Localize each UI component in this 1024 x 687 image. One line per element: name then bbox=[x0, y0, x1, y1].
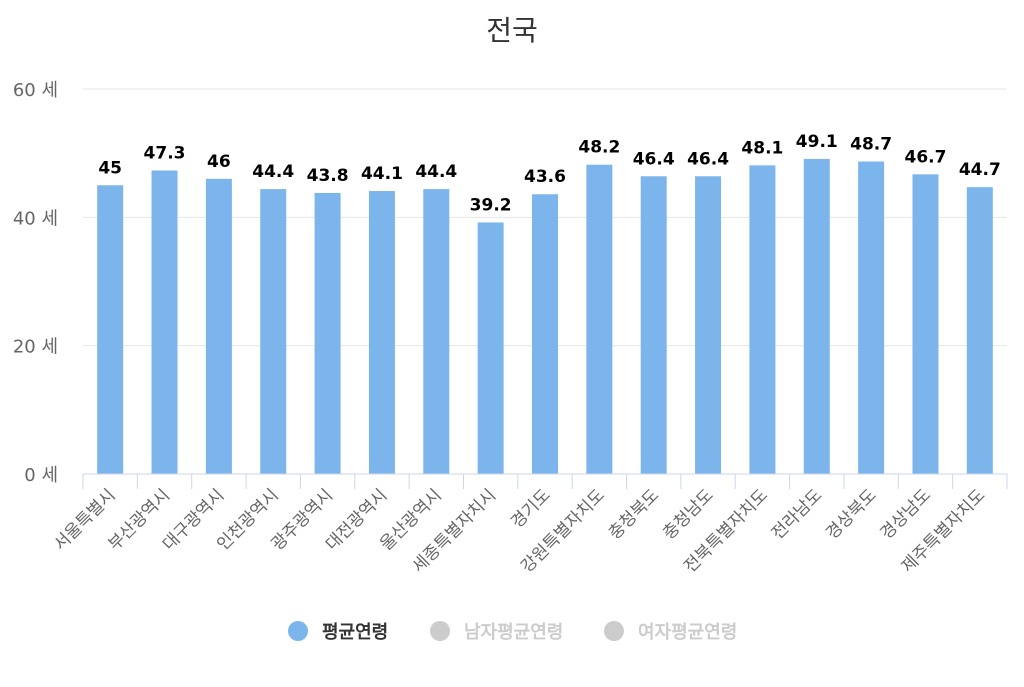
data-label: 48.2 bbox=[578, 138, 620, 158]
bar[interactable] bbox=[314, 192, 341, 474]
data-label: 44.4 bbox=[415, 162, 457, 182]
data-label: 46 bbox=[207, 152, 231, 172]
legend-marker-icon bbox=[430, 621, 450, 641]
legend-label: 여자평균연령 bbox=[638, 622, 737, 643]
x-tick-label: 충청북도 bbox=[605, 485, 663, 543]
data-label: 46.4 bbox=[687, 149, 729, 169]
y-tick-label: 0 세 bbox=[24, 465, 58, 486]
legend-marker-icon bbox=[288, 621, 308, 641]
data-label: 43.8 bbox=[307, 166, 349, 186]
bar[interactable] bbox=[477, 222, 504, 474]
data-label: 46.4 bbox=[633, 149, 675, 169]
bar[interactable] bbox=[695, 176, 722, 474]
bar[interactable] bbox=[423, 189, 450, 474]
data-label: 43.6 bbox=[524, 167, 566, 187]
y-tick-label: 20 세 bbox=[13, 337, 58, 358]
bar[interactable] bbox=[151, 170, 178, 474]
legend-item[interactable]: 평균연령 bbox=[288, 621, 388, 643]
bar[interactable] bbox=[966, 187, 993, 475]
legend-item[interactable]: 남자평균연령 bbox=[430, 621, 563, 643]
bar[interactable] bbox=[803, 158, 830, 475]
legend-label: 평균연령 bbox=[322, 622, 388, 643]
bar[interactable] bbox=[912, 174, 939, 474]
data-label: 45 bbox=[98, 158, 122, 178]
bar[interactable] bbox=[260, 189, 287, 474]
bar[interactable] bbox=[205, 178, 232, 475]
data-label: 44.1 bbox=[361, 164, 403, 184]
data-label: 46.7 bbox=[904, 147, 946, 167]
chart-title: 전국 bbox=[486, 14, 538, 47]
y-tick-label: 60 세 bbox=[13, 80, 58, 101]
x-tick-label: 전라남도 bbox=[768, 485, 826, 543]
bar[interactable] bbox=[368, 191, 395, 474]
x-tick-label: 경기도 bbox=[507, 485, 554, 532]
data-label: 47.3 bbox=[144, 143, 186, 163]
data-label: 49.1 bbox=[796, 132, 838, 152]
bar[interactable] bbox=[640, 176, 667, 474]
data-label: 48.1 bbox=[741, 138, 783, 158]
y-tick-label: 40 세 bbox=[13, 208, 58, 229]
x-tick-label: 경상북도 bbox=[822, 485, 880, 543]
legend-item[interactable]: 여자평균연령 bbox=[604, 621, 737, 643]
legend-marker-icon bbox=[604, 621, 624, 641]
bar[interactable] bbox=[858, 161, 885, 474]
legend-label: 남자평균연령 bbox=[464, 622, 563, 643]
data-label: 39.2 bbox=[470, 195, 512, 215]
bar[interactable] bbox=[97, 185, 124, 474]
bar[interactable] bbox=[749, 165, 776, 474]
data-label: 44.4 bbox=[252, 162, 294, 182]
bar[interactable] bbox=[586, 164, 613, 474]
data-label: 44.7 bbox=[959, 160, 1001, 180]
data-label: 48.7 bbox=[850, 135, 892, 155]
bar[interactable] bbox=[532, 194, 558, 474]
